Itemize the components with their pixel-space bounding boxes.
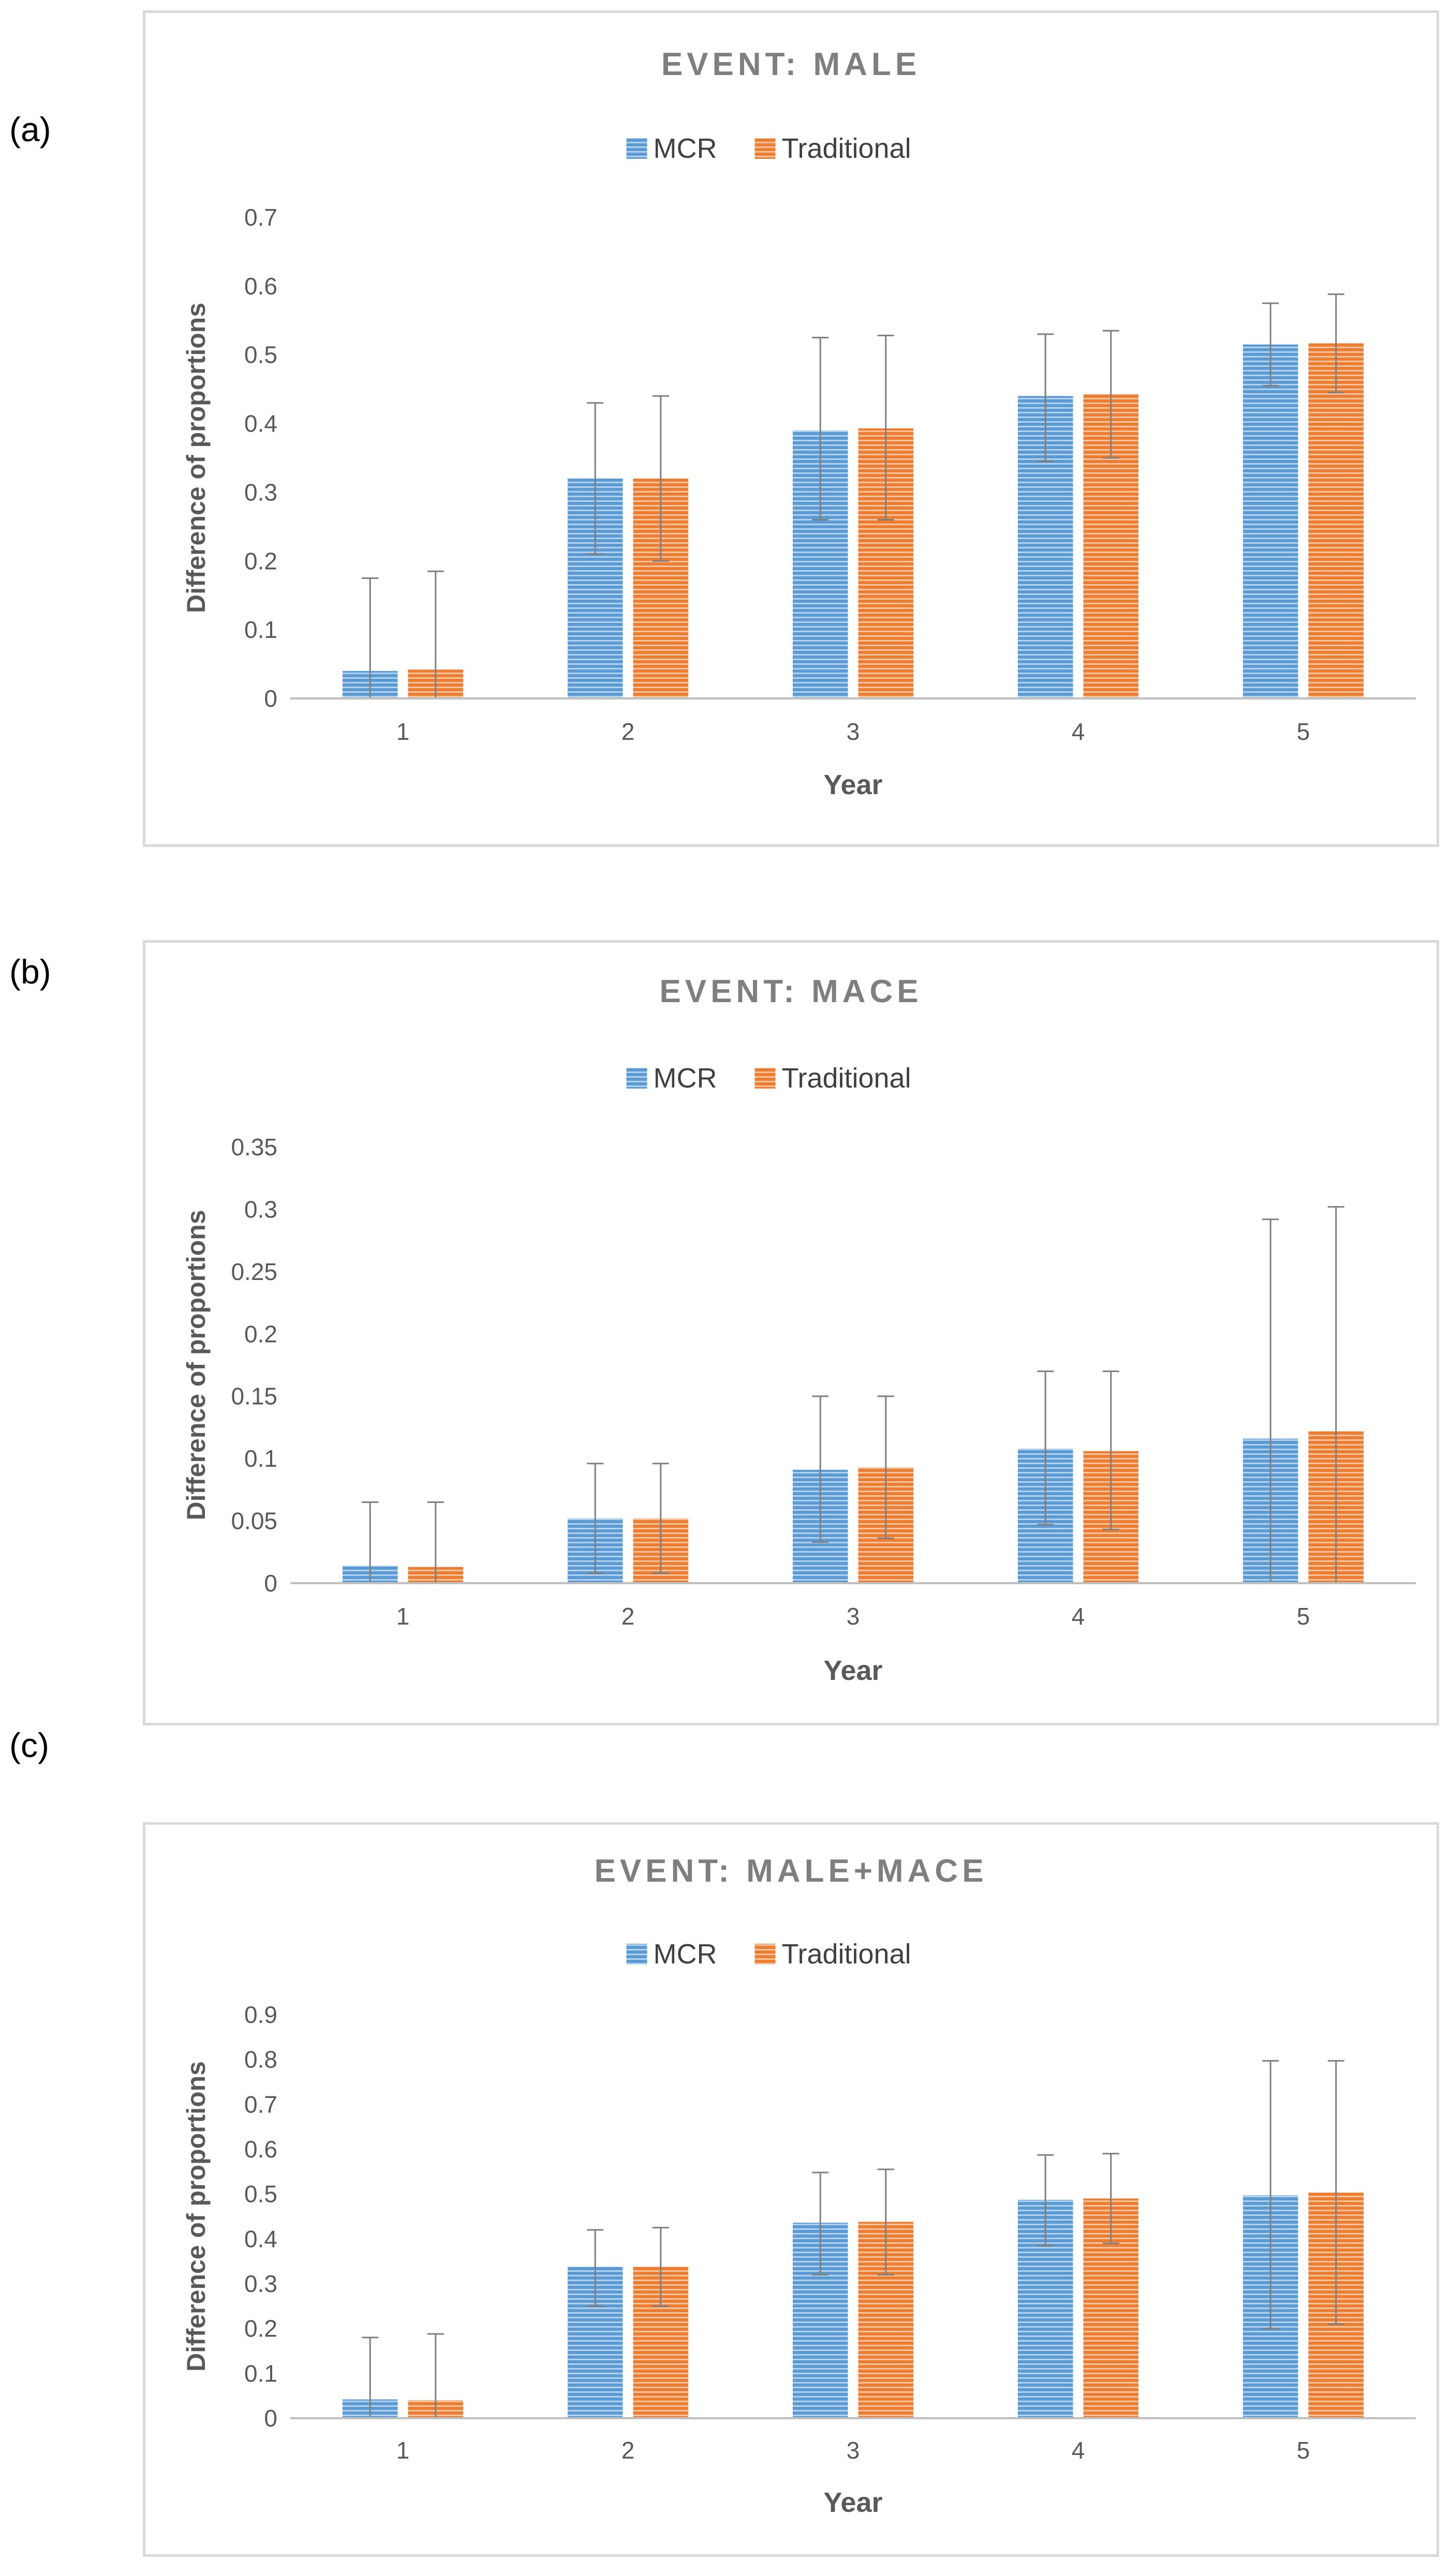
panel-label-a: (a) [9,110,51,148]
y-tick-label: 0.2 [244,2315,277,2342]
x-tick-label: 2 [621,718,635,745]
y-tick-label: 0.7 [244,2091,277,2118]
x-tick-label: 4 [1072,718,1085,745]
legend-label-mcr: MCR [654,1063,717,1094]
x-tick-label: 1 [396,2437,410,2464]
x-tick-label: 1 [396,718,410,745]
x-tick-label: 2 [621,2437,635,2464]
x-tick-label: 5 [1297,718,1310,745]
legend-label-traditional: Traditional [782,1939,911,1970]
x-axis-title: Year [823,2487,882,2518]
x-tick-label: 3 [847,718,860,745]
y-tick-label: 0.05 [231,1508,277,1535]
chart-title: EVENT: MACE [659,974,922,1009]
y-tick-label: 0.6 [244,2136,277,2163]
x-tick-label: 5 [1297,1603,1310,1630]
y-axis-title: Difference of proportions [182,303,211,613]
legend-swatch-mcr [626,1944,647,1964]
y-tick-label: 0.15 [231,1383,277,1410]
y-tick-label: 0.25 [231,1258,277,1285]
x-tick-label: 2 [621,1603,635,1630]
bar-mcr [1242,344,1298,698]
y-tick-label: 0.3 [244,479,277,505]
legend-swatch-mcr [626,1068,647,1089]
x-tick-label: 4 [1072,2437,1085,2464]
y-axis-title: Difference of proportions [182,2061,211,2372]
legend-label-traditional: Traditional [782,1063,911,1094]
panel-label-b: (b) [9,952,51,991]
legend-swatch-mcr [626,138,647,159]
chart-title: EVENT: MALE [661,47,921,82]
x-tick-label: 3 [847,2437,860,2464]
y-tick-label: 0.7 [244,204,277,231]
chart-panel-a: EVENT: MALE MCR Traditional 0 0.1 0.2 0.3 0.4 0.… [143,10,1439,847]
y-tick-label: 0.1 [244,616,277,643]
y-tick-label: 0.5 [244,341,277,368]
y-tick-label: 0.5 [244,2181,277,2208]
chart-title: EVENT: MALE+MACE [594,1853,987,1889]
y-tick-label: 0.6 [244,273,277,300]
x-tick-label: 3 [847,1603,860,1630]
y-tick-label: 0.3 [244,2270,277,2297]
y-tick-label: 0.3 [244,1196,277,1223]
x-axis-title: Year [823,1655,882,1686]
y-tick-label: 0.9 [244,2001,277,2028]
y-tick-label: 0.1 [244,2360,277,2387]
bar-traditional [1308,343,1364,698]
legend-swatch-traditional [754,1068,776,1089]
legend-swatch-traditional [754,1944,776,1964]
y-tick-label: 0 [264,1570,277,1597]
x-tick-label: 5 [1297,2437,1310,2464]
y-tick-label: 0 [264,685,277,712]
legend-label-mcr: MCR [654,133,717,164]
y-tick-label: 0.2 [244,1320,277,1347]
legend-swatch-traditional [754,138,776,159]
chart-svg-b: EVENT: MACE MCR Traditional 0 0.05 0.1 0.15 0.2… [182,974,1416,1686]
chart-panel-c: EVENT: MALE+MACE MCR Traditional 0 0.1 0.2 0.3… [143,1822,1439,2557]
chart-svg-c: EVENT: MALE+MACE MCR Traditional 0 0.1 0.2 0.3… [182,1853,1416,2518]
x-tick-label: 4 [1072,1603,1085,1630]
y-tick-label: 0.35 [231,1134,277,1160]
y-tick-label: 0.8 [244,2046,277,2073]
x-tick-label: 1 [396,1603,410,1630]
y-tick-label: 0.1 [244,1445,277,1472]
legend-label-mcr: MCR [654,1939,717,1970]
y-axis-title: Difference of proportions [182,1210,211,1520]
panel-label-c: (c) [9,1726,49,1764]
y-tick-label: 0.4 [244,410,277,437]
legend-label-traditional: Traditional [782,133,911,164]
y-tick-label: 0 [264,2405,277,2432]
y-tick-label: 0.4 [244,2225,277,2252]
y-tick-label: 0.2 [244,547,277,574]
x-axis-title: Year [823,769,882,800]
chart-panel-b: EVENT: MACE MCR Traditional 0 0.05 0.1 0.15 0.2… [143,940,1439,1725]
chart-svg-a: EVENT: MALE MCR Traditional 0 0.1 0.2 0.3 0.4 0.… [182,47,1416,800]
